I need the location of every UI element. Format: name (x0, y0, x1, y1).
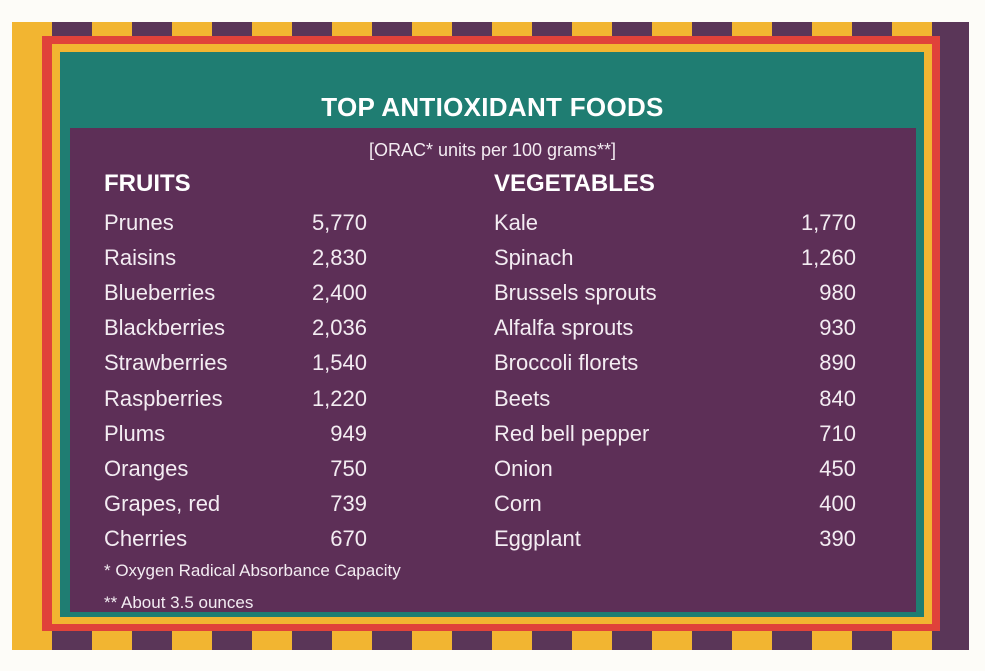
page-subtitle: [ORAC* units per 100 grams**] (368, 140, 617, 160)
list-item: Kale 1,770 (494, 205, 856, 240)
fruit-value: 670 (330, 526, 367, 552)
fruit-value: 2,400 (311, 279, 367, 305)
vegetable-value: 890 (819, 350, 856, 376)
vegetable-value: 390 (819, 526, 856, 552)
vegetable-value: 840 (819, 385, 856, 411)
fruit-name: Prunes (104, 209, 174, 235)
fruit-value: 739 (330, 491, 367, 517)
vegetable-name: Alfalfa sprouts (494, 315, 634, 341)
list-item: Blueberries 2,400 (104, 275, 367, 310)
vegetable-name: Onion (494, 455, 553, 481)
vegetable-name: Spinach (494, 244, 574, 270)
vegetable-name: Corn (494, 491, 542, 517)
fruit-name: Blueberries (104, 279, 216, 305)
vegetable-name: Red bell pepper (494, 420, 650, 446)
vegetable-value: 980 (819, 279, 856, 305)
vegetable-name: Brussels sprouts (494, 279, 657, 305)
page-title: TOP ANTIOXIDANT FOODS (321, 92, 664, 122)
list-item: Raspberries 1,220 (104, 381, 367, 416)
list-item: Broccoli florets 890 (494, 346, 856, 381)
fruit-name: Blackberries (104, 315, 226, 341)
fruits-heading: FRUITS (104, 170, 191, 197)
vegetable-name: Beets (494, 385, 551, 411)
title-banner (70, 56, 916, 128)
list-item: Prunes 5,770 (104, 205, 367, 240)
fruit-value: 2,830 (311, 244, 367, 270)
list-item: Brussels sprouts 980 (494, 275, 856, 310)
vegetable-value: 450 (819, 455, 856, 481)
list-item: Plums 949 (104, 416, 367, 451)
list-item: Onion 450 (494, 451, 856, 486)
list-item: Corn 400 (494, 487, 856, 522)
list-item: Alfalfa sprouts 930 (494, 311, 856, 346)
fruit-name: Oranges (104, 455, 189, 481)
footnote-orac: * Oxygen Radical Absorbance Capacity (104, 561, 401, 580)
vegetables-list: Kale 1,770 Spinach 1,260 Brussels sprouts 9… (494, 205, 856, 557)
vegetables-heading: VEGETABLES (494, 170, 655, 197)
vegetable-name: Kale (494, 209, 539, 235)
list-item: Spinach 1,260 (494, 240, 856, 275)
fruits-list: Prunes 5,770 Raisins 2,830 Blueberries 2,40… (104, 205, 367, 557)
list-item: Grapes, red 739 (104, 487, 367, 522)
fruit-value: 1,220 (311, 385, 367, 411)
vegetable-name: Broccoli florets (494, 350, 639, 376)
fruit-name: Plums (104, 420, 166, 446)
list-item: Beets 840 (494, 381, 856, 416)
vegetable-value: 930 (819, 315, 856, 341)
list-item: Oranges 750 (104, 451, 367, 486)
fruit-name: Raspberries (104, 385, 223, 411)
vegetable-value: 400 (819, 491, 856, 517)
content-panel (70, 128, 916, 612)
footnote-grams: ** About 3.5 ounces (104, 593, 254, 612)
fruit-value: 1,540 (311, 350, 367, 376)
list-item: Strawberries 1,540 (104, 346, 367, 381)
fruit-value: 750 (330, 455, 367, 481)
vegetable-value: 1,770 (800, 209, 856, 235)
list-item: Cherries 670 (104, 522, 367, 557)
list-item: Raisins 2,830 (104, 240, 367, 275)
fruit-name: Cherries (104, 526, 188, 552)
vegetable-value: 1,260 (800, 244, 856, 270)
fruit-name: Strawberries (104, 350, 228, 376)
fruit-value: 5,770 (311, 209, 367, 235)
fruit-name: Grapes, red (104, 491, 221, 517)
fruit-value: 2,036 (311, 315, 367, 341)
vegetable-name: Eggplant (494, 526, 581, 552)
fruit-name: Raisins (104, 244, 177, 270)
list-item: Red bell pepper 710 (494, 416, 856, 451)
vegetable-value: 710 (819, 420, 856, 446)
list-item: Eggplant 390 (494, 522, 856, 557)
list-item: Blackberries 2,036 (104, 311, 367, 346)
fruit-value: 949 (330, 420, 367, 446)
